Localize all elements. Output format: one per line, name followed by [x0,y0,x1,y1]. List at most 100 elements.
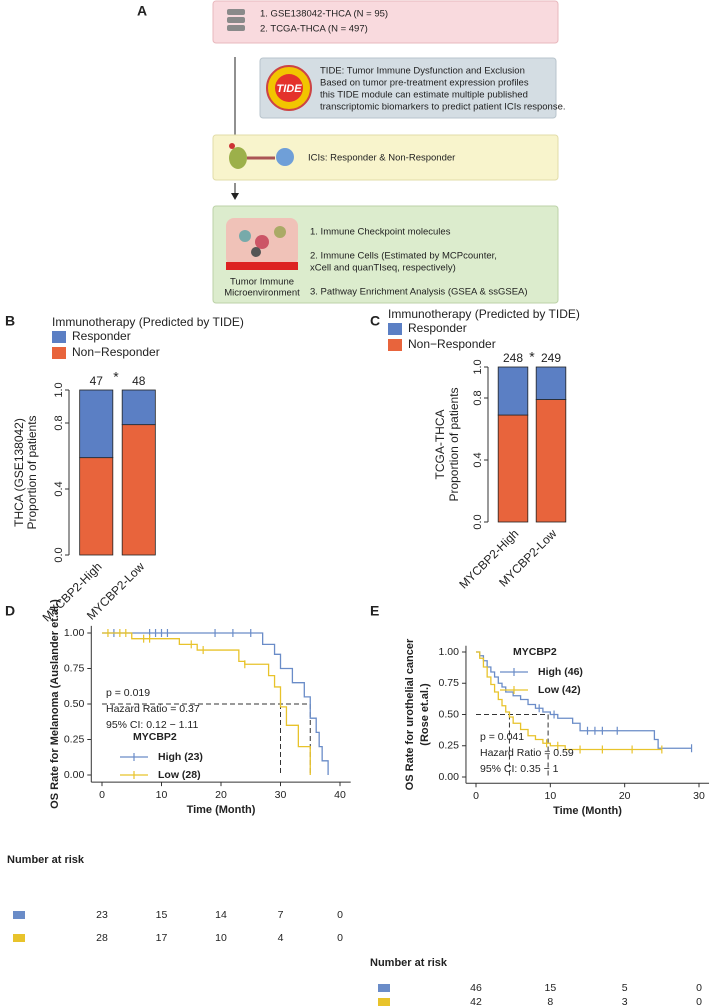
x-tick-label: 20 [215,789,227,801]
bar-segment [79,389,114,459]
tide-text: Based on tumor pre-treatment expression … [320,78,529,89]
annotation: 95% CI: 0.12 − 1.11 [106,719,198,731]
bar-segment [79,457,114,556]
risk-count: 42 [470,996,482,1007]
risk-count: 15 [544,982,556,994]
cell-icon [229,143,294,169]
y-tick-label: 0.25 [64,733,85,745]
panel-label: C [370,313,380,329]
panel-a: A 1. GSE138042-THCA (N = 95) 2. TCGA-THC… [137,0,566,304]
legend-label: High (46) [538,666,583,678]
bar-segment [535,399,567,523]
legend-swatch [388,323,402,335]
panel-label: D [5,603,15,619]
panel-label: E [370,603,379,619]
legend-label: Responder [72,329,131,343]
risk-count: 28 [96,932,108,944]
risk-count: 15 [156,909,168,921]
y-tick-label: 0.00 [439,771,460,783]
dataset-box [212,0,559,44]
y-axis-label: THCA (GSE138042) [12,418,26,527]
database-icon [227,9,245,31]
dataset: 1. GSE138042-THCA (N = 95) [260,9,388,20]
annotation: 95% CI: 0.35 − 1 [480,763,559,775]
legend-label: High (23) [158,751,203,763]
legend-swatch [52,331,66,343]
bar-label: 248 [503,351,523,365]
analysis: xCell and quanTIseq, respectively) [310,263,456,274]
x-tick-label: 10 [156,789,168,801]
risk-count: 0 [337,909,343,921]
bar-label: 249 [541,351,561,365]
tme-label: Tumor Immune [230,277,294,288]
risk-count: 8 [547,996,553,1007]
y-tick-label: 0.25 [439,740,460,752]
x-tick-label: 0 [473,790,479,802]
analysis-box [212,205,559,304]
y-tick-label: 0.0 [472,514,484,529]
bar-label: 48 [132,374,146,388]
ici-text: ICIs: Responder & Non-Responder [308,153,455,164]
legend-swatch [388,339,402,351]
y-axis-label: (Rose et.al.) [419,683,431,746]
legend-label: Low (42) [538,684,581,696]
risk-swatch [378,998,390,1006]
y-axis-label: Proportion of patients [447,387,461,501]
risk-title: Number at risk [370,957,448,969]
annotation: Hazard Ratio = 0.37 [106,703,200,715]
legend-title: MYCBP2 [133,731,177,743]
ici-box [212,134,559,181]
survival-curve [102,632,329,775]
legend-swatch [52,347,66,359]
legend-label: Low (28) [158,769,201,781]
risk-count: 46 [470,982,482,994]
arrow-head [231,193,239,200]
tide-logo [275,74,303,102]
analysis: 3. Pathway Enrichment Analysis (GSEA & s… [310,287,528,298]
y-tick-label: 0.8 [472,390,484,405]
tide-text: TIDE: Tumor Immune Dysfunction and Exclu… [320,66,525,77]
y-tick-label: 0.8 [53,415,65,430]
panel-label: B [5,313,15,329]
y-tick-label: 0.50 [439,708,460,720]
y-tick-label: 0.4 [53,481,65,496]
legend-title: Immunotherapy (Predicted by TIDE) [52,315,244,329]
legend-label: Responder [408,321,467,335]
panel-label: A [137,3,147,19]
y-axis-label: OS Rate for urothelial cancer [404,638,416,790]
risk-count: 3 [622,996,628,1007]
risk-count: 7 [278,909,284,921]
risk-count: 5 [622,982,628,994]
x-tick-label: 20 [619,790,631,802]
y-tick-label: 0.50 [64,698,85,710]
annotation: p = 0.041 [480,731,524,743]
annotation: * [113,369,119,385]
risk-count: 0 [696,996,702,1007]
legend-title: MYCBP2 [513,646,557,658]
bar-segment [497,366,529,416]
annotation: Hazard Ratio = 0.59 [480,747,574,759]
legend-title: Immunotherapy (Predicted by TIDE) [388,307,580,321]
x-tick-label: 30 [275,789,287,801]
bar-segment [121,389,156,426]
x-tick-label: 30 [693,790,705,802]
risk-count: 10 [215,932,227,944]
risk-count: 0 [696,982,702,994]
y-tick-label: 1.00 [439,646,460,658]
y-axis-label: OS Rate for Melanoma (Auslander et.al.) [49,599,61,809]
analysis: 1. Immune Checkpoint molecules [310,227,451,238]
risk-swatch [13,934,25,942]
risk-count: 14 [215,909,227,921]
y-tick-label: 0.75 [439,677,460,689]
analysis: 2. Immune Cells (Estimated by MCPcounter… [310,251,497,262]
y-tick-label: 1.00 [64,627,85,639]
y-tick-label: 1.0 [53,382,65,397]
bar-segment [535,366,567,400]
x-tick-label: 10 [544,790,556,802]
y-tick-label: 0.4 [472,452,484,467]
tme-label: Microenvironment [224,288,300,299]
risk-swatch [378,984,390,992]
y-tick-label: 0.75 [64,662,85,674]
tide-logo-text: TIDE [276,83,302,95]
